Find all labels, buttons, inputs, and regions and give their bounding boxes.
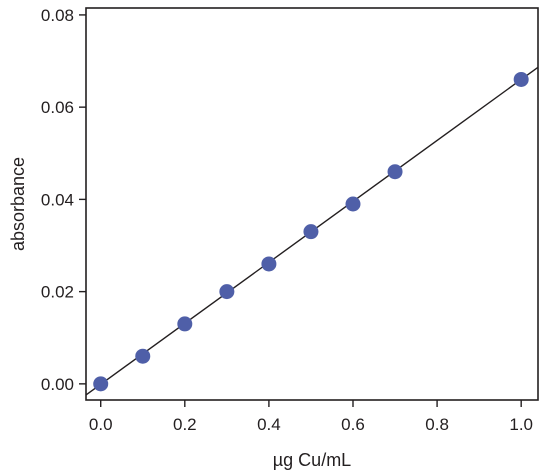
x-tick-label: 0.6 <box>341 415 365 434</box>
data-points <box>93 71 529 392</box>
data-point <box>177 316 193 332</box>
data-point <box>345 196 361 212</box>
data-point <box>219 284 235 300</box>
x-axis: 0.0 0.2 0.4 0.6 0.8 1.0 <box>89 400 533 434</box>
data-point <box>261 256 277 272</box>
x-tick-label: 1.0 <box>509 415 533 434</box>
x-tick-label: 0.4 <box>257 415 281 434</box>
data-point <box>135 348 151 364</box>
y-tick-label: 0.06 <box>41 98 74 117</box>
y-axis-title: absorbance <box>8 157 28 251</box>
data-point <box>513 71 529 87</box>
x-tick-label: 0.0 <box>89 415 113 434</box>
plot-frame <box>85 7 539 401</box>
y-tick-label: 0.08 <box>41 6 74 25</box>
y-tick-label: 0.00 <box>41 375 74 394</box>
x-tick-label: 0.2 <box>173 415 197 434</box>
x-axis-title: µg Cu/mL <box>273 450 351 470</box>
x-tick-label: 0.8 <box>425 415 449 434</box>
y-axis: 0.00 0.02 0.04 0.06 0.08 <box>41 6 86 394</box>
y-tick-label: 0.04 <box>41 190 74 209</box>
y-tick-label: 0.02 <box>41 283 74 302</box>
data-point <box>387 164 403 180</box>
data-point <box>93 376 109 392</box>
data-point <box>303 224 319 240</box>
